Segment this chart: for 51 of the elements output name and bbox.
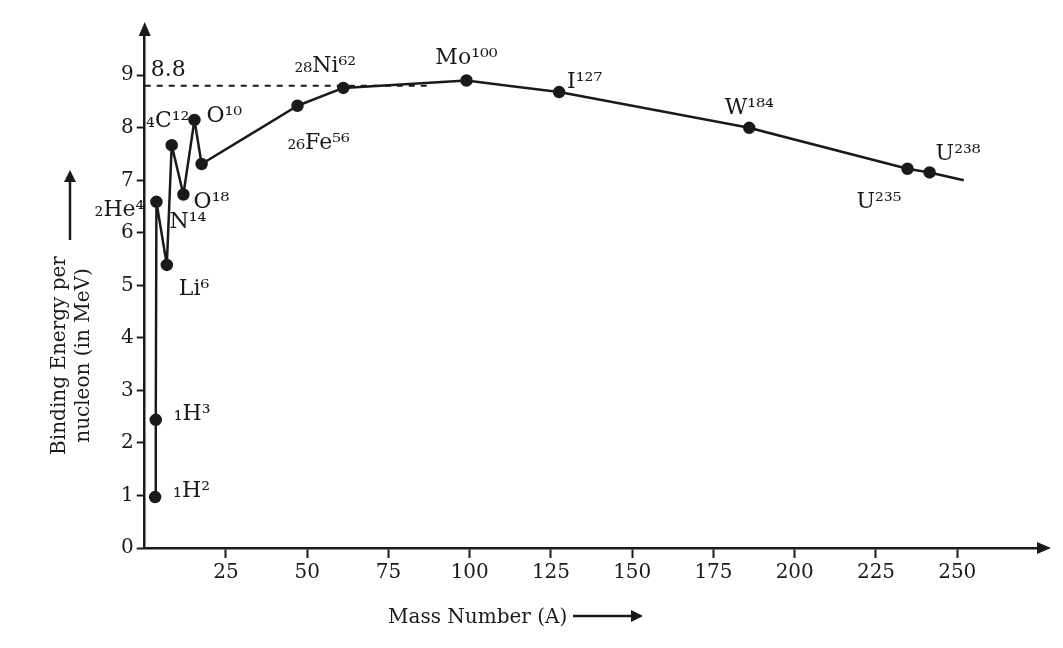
x-tick-label: 50 (294, 559, 320, 584)
point (149, 413, 163, 427)
annotation: ₂₈Ni⁶² (294, 51, 357, 77)
x-axis-title: Mass Number (A) (388, 604, 568, 628)
y-tick-label: 7 (120, 166, 134, 191)
x-tick-label: 25 (213, 559, 239, 584)
annotation: U²³⁸ (935, 140, 981, 166)
point (337, 81, 350, 95)
x-tick-label: 200 (775, 559, 814, 584)
y-tick-label: 6 (120, 219, 134, 244)
annotation: W¹⁸⁴ (724, 93, 774, 119)
annotation: I¹²⁷ (567, 67, 603, 93)
y-tick-label: 8 (120, 114, 134, 138)
y-tick-label: 9 (120, 61, 134, 86)
annotation: ₁H² (173, 476, 210, 502)
point (901, 162, 914, 176)
y-tick-label: 2 (120, 429, 134, 454)
y-tick-label: 5 (120, 271, 134, 296)
x-tick-label: 150 (613, 559, 652, 584)
point (195, 157, 208, 171)
point (291, 99, 304, 112)
point (160, 258, 174, 272)
point (177, 188, 190, 201)
point (460, 74, 473, 87)
x-tick-label: 250 (938, 559, 977, 584)
y-axis-title: Binding Energy per nucleon (in MeV) (46, 255, 94, 457)
annotation: ₂₆Fe⁵⁶ (287, 129, 351, 155)
point (150, 195, 163, 209)
point (148, 490, 162, 504)
annotation: ₁H³ (173, 399, 211, 425)
x-tick-label: 175 (694, 559, 733, 584)
y-tick-label: 1 (120, 481, 134, 506)
annotation: Mo¹⁰⁰ (435, 44, 498, 70)
annotation: U²³⁵ (856, 188, 902, 214)
point (923, 166, 936, 179)
y-tick-label: 4 (120, 324, 134, 349)
point (188, 113, 201, 127)
annotation: Li⁶ (178, 274, 210, 300)
annotation: O¹⁰ (206, 101, 243, 127)
x-tick-label: 225 (856, 559, 896, 584)
x-tick-label: 125 (531, 559, 571, 584)
ref-line-label: 8.8 (150, 56, 186, 82)
y-tick-label: 0 (120, 534, 134, 559)
annotation: ₂He⁴ (94, 195, 145, 221)
point (165, 138, 178, 152)
x-tick-label: 75 (375, 559, 402, 584)
x-tick-label: 100 (450, 559, 489, 584)
point (742, 121, 756, 135)
point (552, 85, 566, 99)
y-tick-label: 3 (120, 376, 134, 401)
annotation: ₄C¹² (146, 106, 190, 132)
